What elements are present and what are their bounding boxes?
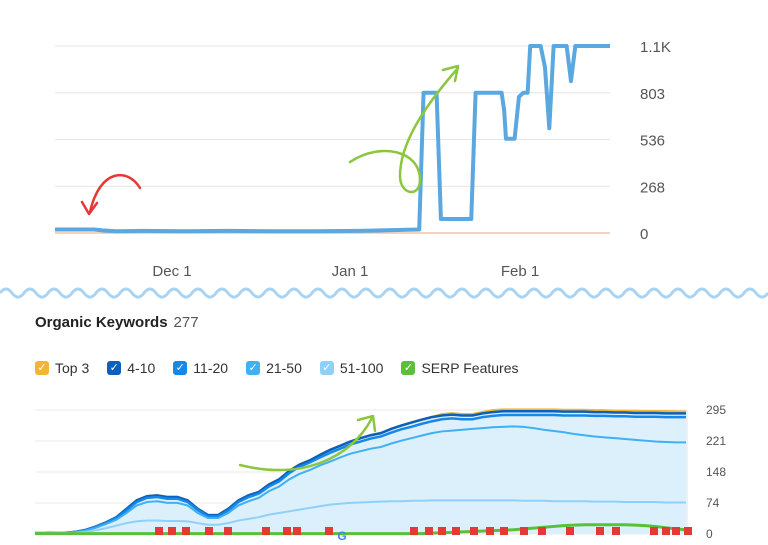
- green-arrow-head: [441, 64, 460, 83]
- flag-icon: [500, 527, 508, 535]
- series-line: [35, 425, 686, 535]
- checkbox-icon[interactable]: ✓: [35, 361, 49, 375]
- x-tick-label: Feb 1: [501, 263, 539, 280]
- flag-icon: [224, 527, 232, 535]
- flag-icon: [325, 527, 333, 535]
- x-tick-label: Jan 1: [332, 263, 369, 280]
- series-area: [35, 500, 686, 534]
- top-traffic-chart: 1.1K 803 536 268 0 Dec 1 Jan 1 Feb 1: [55, 39, 671, 280]
- y-tick-label: 803: [640, 86, 665, 103]
- series-line: [35, 410, 686, 535]
- red-arrow: [88, 173, 142, 214]
- y-tick-label: 295: [706, 403, 726, 417]
- y-tick-label: 0: [706, 527, 713, 541]
- flag-icon: [596, 527, 604, 535]
- flag-icon: [684, 527, 692, 535]
- green-arrow: [348, 66, 460, 194]
- series-line: [35, 499, 686, 535]
- organic-keywords-count: 277: [173, 314, 199, 331]
- x-tick-label: Dec 1: [152, 263, 191, 280]
- series-area: [35, 426, 686, 534]
- flag-icon: [425, 527, 433, 535]
- series-line: [55, 44, 610, 234]
- serp-features-line: [35, 523, 687, 536]
- legend-label: Top 3: [55, 360, 90, 376]
- legend: ✓ Top 3 ✓ 4-10 ✓ 11-20 ✓ 21-50 ✓ 51-100 ✓ SERP Feat…: [35, 360, 518, 376]
- wave-line: [0, 287, 768, 299]
- checkbox-icon[interactable]: ✓: [401, 361, 416, 375]
- y-tick-label: 0: [640, 226, 648, 243]
- flag-icon: [612, 527, 620, 535]
- legend-item[interactable]: ✓ 21-50: [246, 360, 302, 376]
- legend-item[interactable]: ✓ 4-10: [107, 360, 155, 376]
- flag-icon: [182, 527, 190, 535]
- legend-item[interactable]: ✓ Top 3: [35, 360, 89, 376]
- flag-icon: [438, 527, 446, 535]
- y-tick-label: 268: [640, 179, 665, 196]
- y-tick-label: 221: [706, 434, 726, 448]
- y-tick-label: 536: [640, 133, 665, 150]
- green-arrow: [238, 416, 374, 472]
- flag-icon: [205, 527, 213, 535]
- series-area: [35, 415, 686, 534]
- legend-label: SERP Features: [421, 360, 519, 376]
- google-g-icon: G: [337, 529, 346, 543]
- flag-icon: [262, 527, 270, 535]
- red-arrow-head: [80, 200, 99, 216]
- flag-icon: [520, 527, 528, 535]
- series-area: [35, 411, 686, 534]
- legend-label: 51-100: [339, 360, 384, 376]
- y-tick-label: 148: [706, 465, 726, 479]
- flag-icon: [155, 527, 163, 535]
- flag-icon: [672, 527, 680, 535]
- legend-item[interactable]: ✓ 11-20: [173, 360, 228, 376]
- organic-keywords-chart: 295 221 148 74 0 G: [35, 403, 726, 543]
- organic-keywords-header: Organic Keywords 277: [35, 314, 199, 331]
- flag-icon: [538, 527, 546, 535]
- legend-item[interactable]: ✓ 51-100: [319, 360, 384, 376]
- checkbox-icon[interactable]: ✓: [319, 361, 334, 375]
- flag-icon: [486, 527, 494, 535]
- legend-item[interactable]: ✓ SERP Features: [401, 360, 518, 376]
- legend-label: 21-50: [266, 360, 302, 376]
- checkbox-icon[interactable]: ✓: [173, 361, 188, 375]
- flag-icon: [283, 527, 291, 535]
- series-area: [35, 409, 686, 534]
- wavy-divider: [0, 287, 768, 299]
- flag-icon: [293, 527, 301, 535]
- legend-label: 4-10: [127, 360, 156, 376]
- flag-icon: [410, 527, 418, 535]
- checkbox-icon[interactable]: ✓: [246, 361, 261, 375]
- organic-keywords-title: Organic Keywords: [35, 314, 168, 331]
- flag-icon: [168, 527, 176, 535]
- flag-icon: [452, 527, 460, 535]
- legend-label: 11-20: [193, 360, 229, 376]
- series-line: [35, 413, 686, 535]
- flag-icon: [566, 527, 574, 535]
- flag-icon: [662, 527, 670, 535]
- green-arrow-head: [356, 414, 377, 433]
- flag-icon: [650, 527, 658, 535]
- flag-icon: [470, 527, 478, 535]
- y-tick-label: 1.1K: [640, 39, 671, 56]
- y-tick-label: 74: [706, 496, 720, 510]
- checkbox-icon[interactable]: ✓: [107, 361, 122, 375]
